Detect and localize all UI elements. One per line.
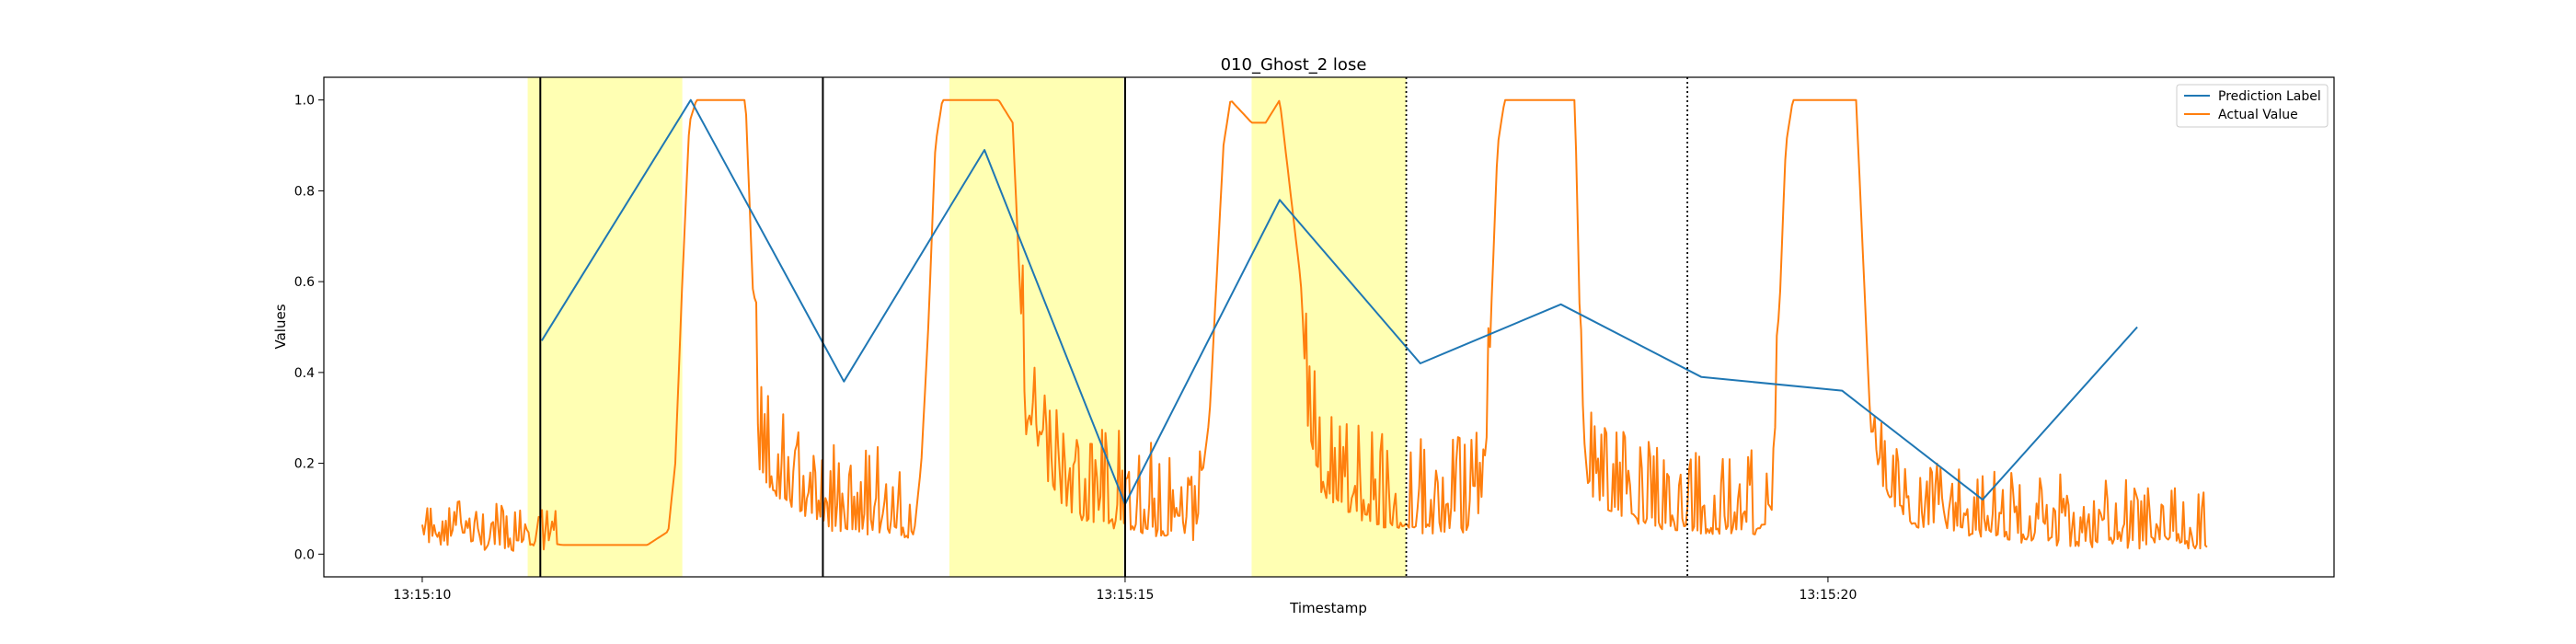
series-layer	[421, 98, 2208, 552]
highlight-region	[527, 77, 683, 577]
y-tick-label: 1.0	[294, 94, 315, 109]
y-tick-label: 0.6	[294, 275, 315, 290]
y-tick-label: 0.8	[294, 184, 315, 199]
y-tick-label: 0.2	[294, 457, 315, 472]
plot-frame	[323, 76, 2335, 578]
legend-label: Prediction Label	[2218, 89, 2321, 104]
series-line-actual-value	[421, 98, 2208, 552]
x-axis-label: Timestamp	[1289, 600, 1367, 616]
y-tick-label: 0.0	[294, 547, 315, 562]
y-axis-label: Values	[272, 304, 289, 349]
legend-label: Actual Value	[2218, 108, 2298, 122]
legend: Prediction Label Actual Value	[2176, 84, 2329, 128]
x-tick-label: 13:15:10	[394, 588, 452, 603]
x-axis: 13:15:10 13:15:15 13:15:20	[394, 577, 1857, 603]
series-line-prediction-label	[540, 98, 2138, 505]
vertical-markers	[539, 77, 1689, 577]
x-tick-label: 13:15:20	[1799, 588, 1857, 603]
y-tick-label: 0.4	[294, 366, 315, 381]
chart-title: 010_Ghost_2 lose	[1221, 55, 1367, 75]
y-axis: 0.0 0.2 0.4 0.6 0.8 1.0	[294, 94, 324, 562]
legend-box	[2176, 84, 2329, 128]
x-tick-label: 13:15:15	[1096, 588, 1154, 603]
